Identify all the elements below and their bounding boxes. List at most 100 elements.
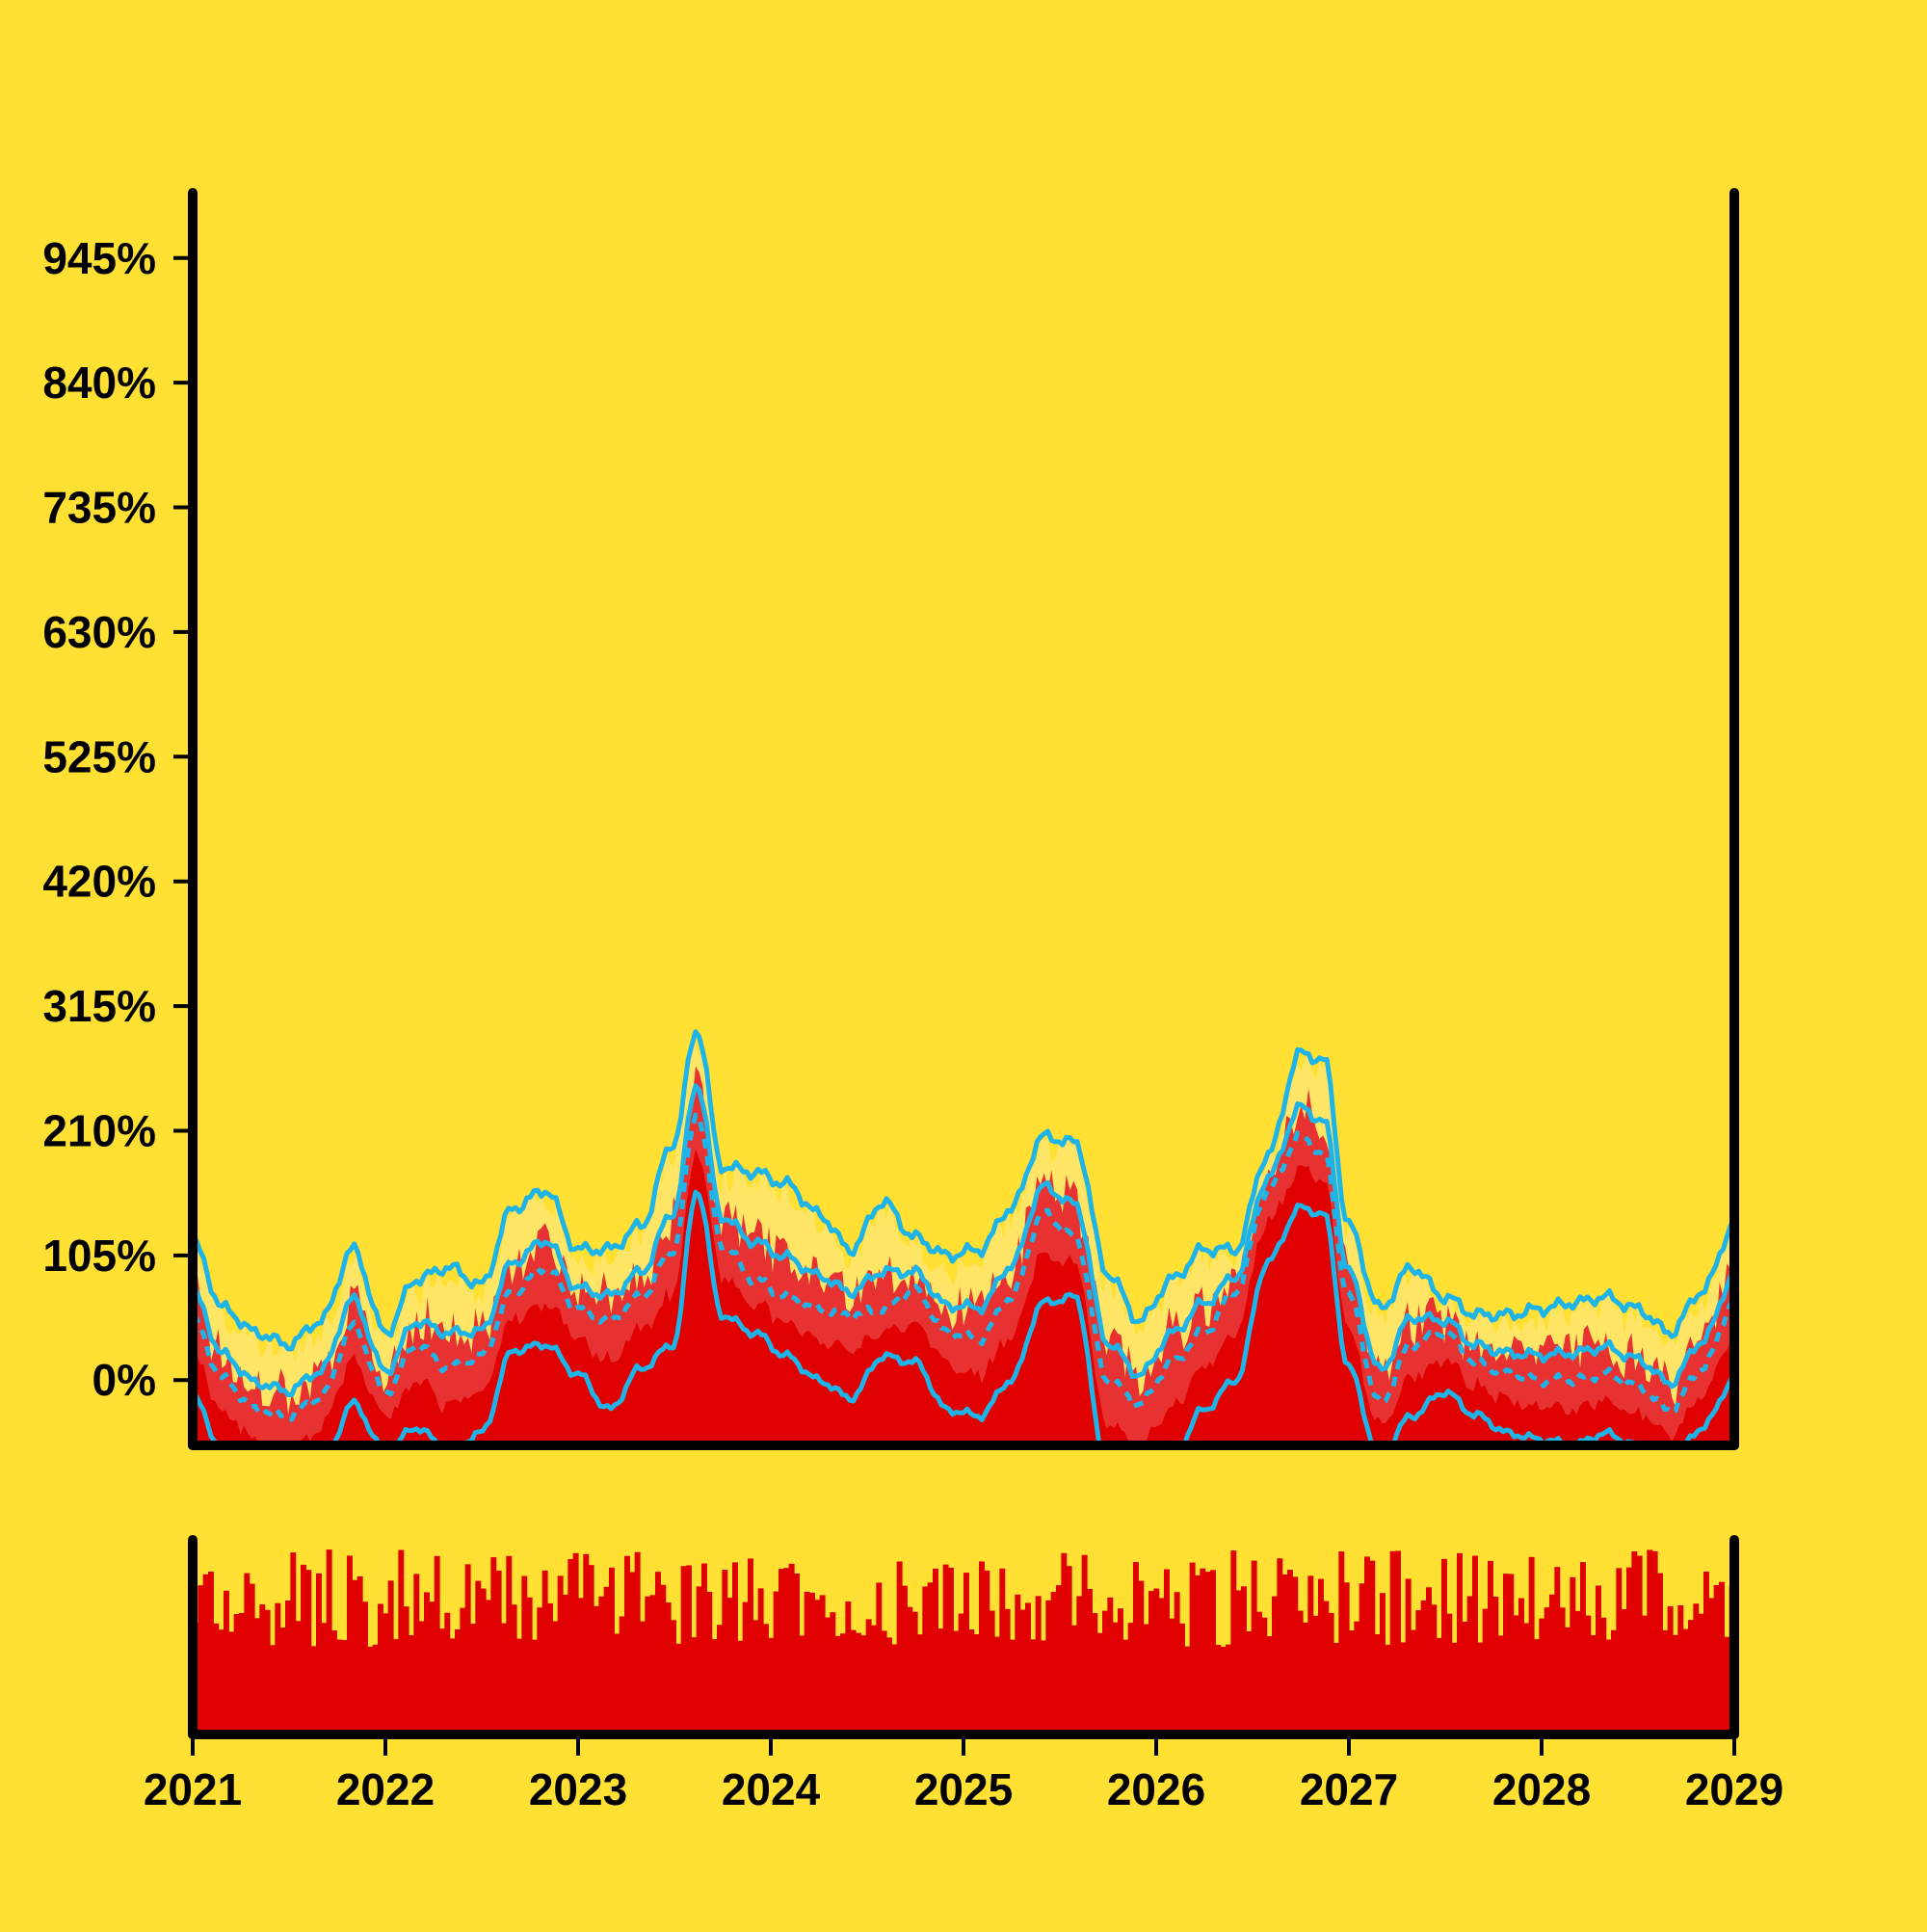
volume-bar [922, 1586, 929, 1734]
volume-bar [1035, 1596, 1042, 1734]
volume-bar [1466, 1596, 1473, 1734]
volume-bar [860, 1635, 867, 1734]
volume-bar [1415, 1610, 1422, 1734]
volume-bar [490, 1557, 497, 1734]
volume-bar [871, 1625, 877, 1734]
volume-bar [1420, 1600, 1427, 1734]
volume-bar [1107, 1597, 1114, 1734]
volume-bar [1662, 1629, 1669, 1734]
volume-bar [455, 1628, 461, 1734]
volume-bar [563, 1594, 568, 1734]
volume-bar [1045, 1600, 1052, 1734]
volume-bar [1605, 1639, 1612, 1734]
plot-area [193, 1029, 1734, 1445]
volume-bar [645, 1596, 651, 1734]
volume-bar [1230, 1550, 1237, 1734]
volume-bar [594, 1605, 599, 1734]
y-tick-label: 630% [42, 607, 156, 657]
volume-bar [1462, 1621, 1468, 1734]
volume-bar [896, 1561, 903, 1734]
volume-bar [521, 1575, 528, 1734]
volume-bar [336, 1639, 343, 1734]
volume-bar [1307, 1575, 1314, 1734]
volume-bar [326, 1549, 332, 1734]
volume-bar [249, 1583, 255, 1734]
volume-bar [1497, 1635, 1504, 1734]
volume-bar [711, 1639, 718, 1734]
volume-bar [1169, 1618, 1175, 1734]
volume-bar [1385, 1644, 1391, 1734]
volume-bar [624, 1555, 630, 1734]
volume-bar [696, 1586, 702, 1734]
volume-bar [475, 1580, 482, 1734]
volume-bar [449, 1638, 456, 1734]
volume-bar [804, 1591, 810, 1734]
volume-bar [1241, 1586, 1247, 1734]
volume-bar [819, 1595, 826, 1734]
volume-bar [907, 1606, 913, 1734]
volume-bar [649, 1595, 656, 1734]
x-tick-label: 2025 [914, 1764, 1013, 1814]
upper-band-line [193, 1029, 1734, 1352]
y-tick-label: 210% [42, 1105, 156, 1155]
volume-bar [640, 1621, 646, 1734]
volume-bar [942, 1564, 949, 1734]
volume-bar [295, 1621, 302, 1734]
volume-bar [1642, 1615, 1648, 1734]
volume-bar [1030, 1639, 1037, 1734]
volume-bar [506, 1555, 513, 1734]
volume-bar [1015, 1594, 1021, 1734]
volume-bar [902, 1585, 908, 1734]
volume-bar [495, 1571, 502, 1734]
volume-bar [1457, 1552, 1463, 1734]
volume-bar [1472, 1555, 1478, 1734]
volume-bar [526, 1597, 533, 1734]
volume-bar [1359, 1583, 1365, 1734]
volume-bar [794, 1573, 800, 1734]
volume-bar [876, 1582, 883, 1734]
volume-bar [1713, 1584, 1720, 1734]
volume-bar [198, 1585, 204, 1734]
volume-bar [403, 1606, 409, 1734]
volume-bar [1708, 1598, 1715, 1734]
volume-bar [378, 1603, 383, 1734]
volume-bar [1118, 1608, 1123, 1734]
volume-bar [768, 1637, 775, 1734]
volume-bar [1441, 1558, 1447, 1734]
y-tick-label: 420% [42, 857, 156, 907]
volume-bar [1143, 1624, 1149, 1734]
volume-bar [310, 1646, 317, 1734]
volume-bar [352, 1579, 358, 1734]
volume-bar [737, 1640, 744, 1734]
volume-bar [1518, 1598, 1524, 1734]
volume-bar [999, 1568, 1006, 1734]
volume-bar [537, 1607, 543, 1734]
volume-bar [1436, 1637, 1442, 1734]
volume-bar [1549, 1594, 1555, 1734]
x-tick-label: 2028 [1492, 1764, 1591, 1814]
volume-bar [572, 1552, 579, 1734]
volume-bar [840, 1633, 846, 1734]
volume-bar [722, 1570, 728, 1734]
x-tick-label: 2026 [1107, 1764, 1205, 1814]
volume-bar [1446, 1613, 1453, 1734]
volume-bar [799, 1635, 805, 1734]
x-tick-label: 2027 [1300, 1764, 1398, 1814]
volume-bar [1041, 1640, 1046, 1734]
volume-bar [1405, 1578, 1412, 1734]
volume-bar [1585, 1615, 1592, 1734]
volume-bar [434, 1555, 440, 1734]
volume-bar [629, 1572, 636, 1734]
volume-bar [1369, 1560, 1376, 1734]
volume-bar [418, 1621, 425, 1734]
volume-bar [845, 1601, 852, 1734]
volume-bar [856, 1632, 861, 1734]
x-tick-label: 2023 [529, 1764, 627, 1814]
volume-bar [1184, 1646, 1191, 1734]
volume-bar [557, 1575, 564, 1734]
volume-bar [1380, 1593, 1386, 1734]
volume-bar [1477, 1642, 1484, 1734]
volume-bar [1426, 1587, 1432, 1734]
volume-bar [568, 1559, 574, 1734]
volume-bar [1354, 1621, 1360, 1734]
